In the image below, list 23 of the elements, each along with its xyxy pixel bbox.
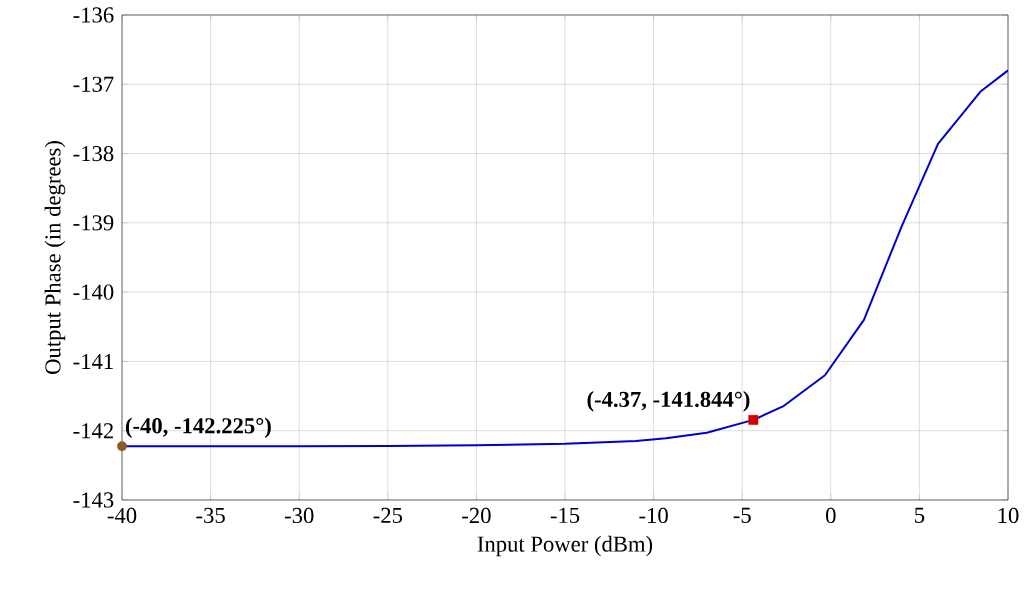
y-tick-label: -143 [73, 492, 114, 508]
x-tick-label: -35 [196, 507, 225, 524]
x-tick-label: -10 [639, 507, 668, 524]
annotation: (-40, -142.225°) [125, 417, 271, 439]
x-tick-label: -20 [462, 507, 491, 524]
y-tick-label: -136 [73, 7, 114, 23]
x-tick-label: -25 [373, 507, 403, 524]
y-axis-title: Output Phase (in degrees) [44, 141, 66, 374]
y-tick-label: -139 [73, 215, 114, 231]
x-tick-label: 0 [825, 507, 836, 524]
x-tick-label: -30 [284, 507, 314, 524]
x-tick-label: -5 [733, 507, 751, 523]
x-axis-title: Input Power (dBm) [477, 535, 653, 557]
x-tick-label: 10 [998, 507, 1019, 524]
y-tick-label: -141 [73, 353, 113, 369]
x-tick-label: -15 [550, 507, 580, 523]
y-tick-label: -140 [73, 284, 114, 300]
y-tick-label: -138 [73, 145, 114, 162]
y-tick-label: -137 [73, 76, 114, 92]
x-tick-label: 5 [915, 507, 925, 523]
x-tick-label: -40 [107, 507, 137, 524]
annotation: (-4.37, -141.844°) [587, 391, 750, 412]
y-tick-label: -142 [73, 423, 113, 439]
